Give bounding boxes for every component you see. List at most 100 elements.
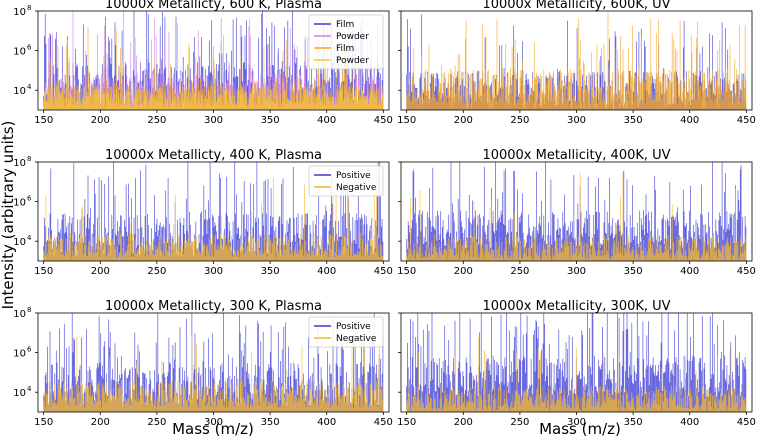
x-tick-label: 150 (397, 417, 416, 428)
panel-1: 10000x Metallicty, 600 K, Plasma 150 200 25… (13, 0, 393, 126)
y-tick-exponent: 8 (27, 4, 31, 12)
x-tick-label: 450 (737, 266, 756, 277)
series-2 (406, 12, 747, 110)
y-tick-exponent: 8 (27, 306, 31, 314)
x-tick-label: 250 (147, 266, 166, 277)
panel-title: 10000x Metallicity, 400K, UV (482, 148, 670, 163)
x-tick-label: 150 (397, 115, 416, 126)
spectrum-peaks (43, 29, 384, 110)
legend-label: Positive (336, 322, 371, 332)
x-tick-label: 400 (680, 417, 699, 428)
legend-label: Powder (336, 32, 369, 42)
x-tick-label: 350 (261, 417, 280, 428)
legend-label: Negative (336, 183, 377, 193)
y-tick-label: 10 (13, 237, 26, 248)
x-tick-label: 150 (34, 115, 53, 126)
y-tick-exponent: 6 (27, 195, 32, 203)
y-tick-exponent: 6 (27, 346, 32, 354)
legend: Film Powder Film Powder (308, 14, 384, 70)
y-tick-exponent: 6 (27, 44, 32, 52)
x-tick-label: 400 (317, 266, 336, 277)
y-tick-exponent: 4 (27, 385, 32, 393)
y-tick-label: 10 (13, 158, 26, 169)
spectrum-peaks (406, 12, 747, 110)
y-axis-label: Intensity (arbitrary units) (0, 121, 17, 310)
spectrum-area (43, 11, 384, 110)
x-tick-label: 150 (34, 417, 53, 428)
x-tick-label: 300 (567, 266, 586, 277)
legend-label: Negative (336, 334, 377, 344)
y-tick-label: 10 (13, 7, 26, 18)
panel-4: 10000x Metallicity, 400K, UV 150 200 250 300… (397, 148, 756, 277)
x-tick-label: 350 (624, 417, 643, 428)
y-tick-label: 10 (13, 86, 26, 97)
spectrum-peaks (406, 337, 747, 412)
panel-title: 10000x Metallicity, 300K, UV (482, 299, 670, 314)
x-tick-label: 350 (624, 266, 643, 277)
x-tick-label: 250 (510, 417, 529, 428)
x-tick-label: 400 (317, 115, 336, 126)
spectrum-peaks (43, 172, 384, 261)
x-tick-label: 400 (680, 266, 699, 277)
y-tick-label: 10 (13, 349, 26, 360)
series-2 (43, 332, 384, 412)
x-tick-label: 250 (510, 266, 529, 277)
x-tick-label: 250 (147, 115, 166, 126)
x-tick-label: 150 (397, 266, 416, 277)
y-tick-label: 10 (13, 388, 26, 399)
legend-label: Film (336, 44, 354, 54)
panel-title: 10000x Metallicty, 300 K, Plasma (105, 299, 322, 314)
panel-2: 10000x Metallicity, 600K, UV 150 200 250 300… (397, 0, 756, 126)
x-tick-label: 450 (374, 417, 393, 428)
x-tick-label: 300 (567, 417, 586, 428)
x-tick-label: 200 (454, 417, 473, 428)
y-tick-label: 10 (13, 47, 26, 58)
x-tick-label: 200 (91, 417, 110, 428)
y-tick-label: 10 (13, 198, 26, 209)
x-tick-label: 400 (317, 417, 336, 428)
spectrum-area (406, 162, 747, 261)
y-tick-exponent: 8 (27, 155, 31, 163)
panel-5: 10000x Metallicty, 300 K, Plasma 150 200 25… (13, 299, 393, 428)
x-tick-label: 200 (454, 266, 473, 277)
x-tick-label: 200 (454, 115, 473, 126)
spectrum-area (43, 162, 384, 261)
spectrum-peaks (43, 332, 384, 412)
x-tick-label: 450 (374, 266, 393, 277)
x-tick-label: 350 (624, 115, 643, 126)
panel-6: 10000x Metallicity, 300K, UV 150 200 250 300… (397, 299, 756, 428)
x-tick-label: 350 (261, 266, 280, 277)
legend: Positive Negative (308, 165, 384, 197)
x-tick-label: 450 (374, 115, 393, 126)
x-tick-label: 300 (204, 417, 223, 428)
panel-title: 10000x Metallicty, 600 K, Plasma (105, 0, 322, 12)
panel-title: 10000x Metallicity, 600K, UV (482, 0, 670, 12)
panel-grid: 10000x Metallicty, 600 K, Plasma 150 200 25… (13, 0, 756, 428)
legend: Positive Negative (308, 316, 384, 348)
spectrum-area (406, 12, 747, 110)
x-tick-label: 300 (567, 115, 586, 126)
panel-3: 10000x Metallicty, 400 K, Plasma 150 200 25… (13, 148, 393, 277)
x-axis-label-left: Mass (m/z) (172, 420, 254, 438)
y-tick-exponent: 4 (27, 234, 32, 242)
series-2 (406, 171, 747, 261)
panel-title: 10000x Metallicty, 400 K, Plasma (105, 148, 322, 163)
x-tick-label: 200 (91, 115, 110, 126)
x-tick-label: 400 (680, 115, 699, 126)
spectrum-area (43, 313, 384, 412)
x-tick-label: 300 (204, 115, 223, 126)
y-tick-label: 10 (13, 309, 26, 320)
legend-box (308, 316, 384, 348)
legend-box (308, 165, 384, 197)
x-tick-label: 250 (510, 115, 529, 126)
series-2 (406, 337, 747, 412)
x-tick-label: 200 (91, 266, 110, 277)
x-tick-label: 250 (147, 417, 166, 428)
legend-box (308, 14, 384, 70)
spectrum-area (406, 313, 747, 412)
spectrum-peaks (406, 171, 747, 261)
x-tick-label: 450 (737, 417, 756, 428)
series-4 (43, 29, 384, 110)
x-tick-label: 300 (204, 266, 223, 277)
